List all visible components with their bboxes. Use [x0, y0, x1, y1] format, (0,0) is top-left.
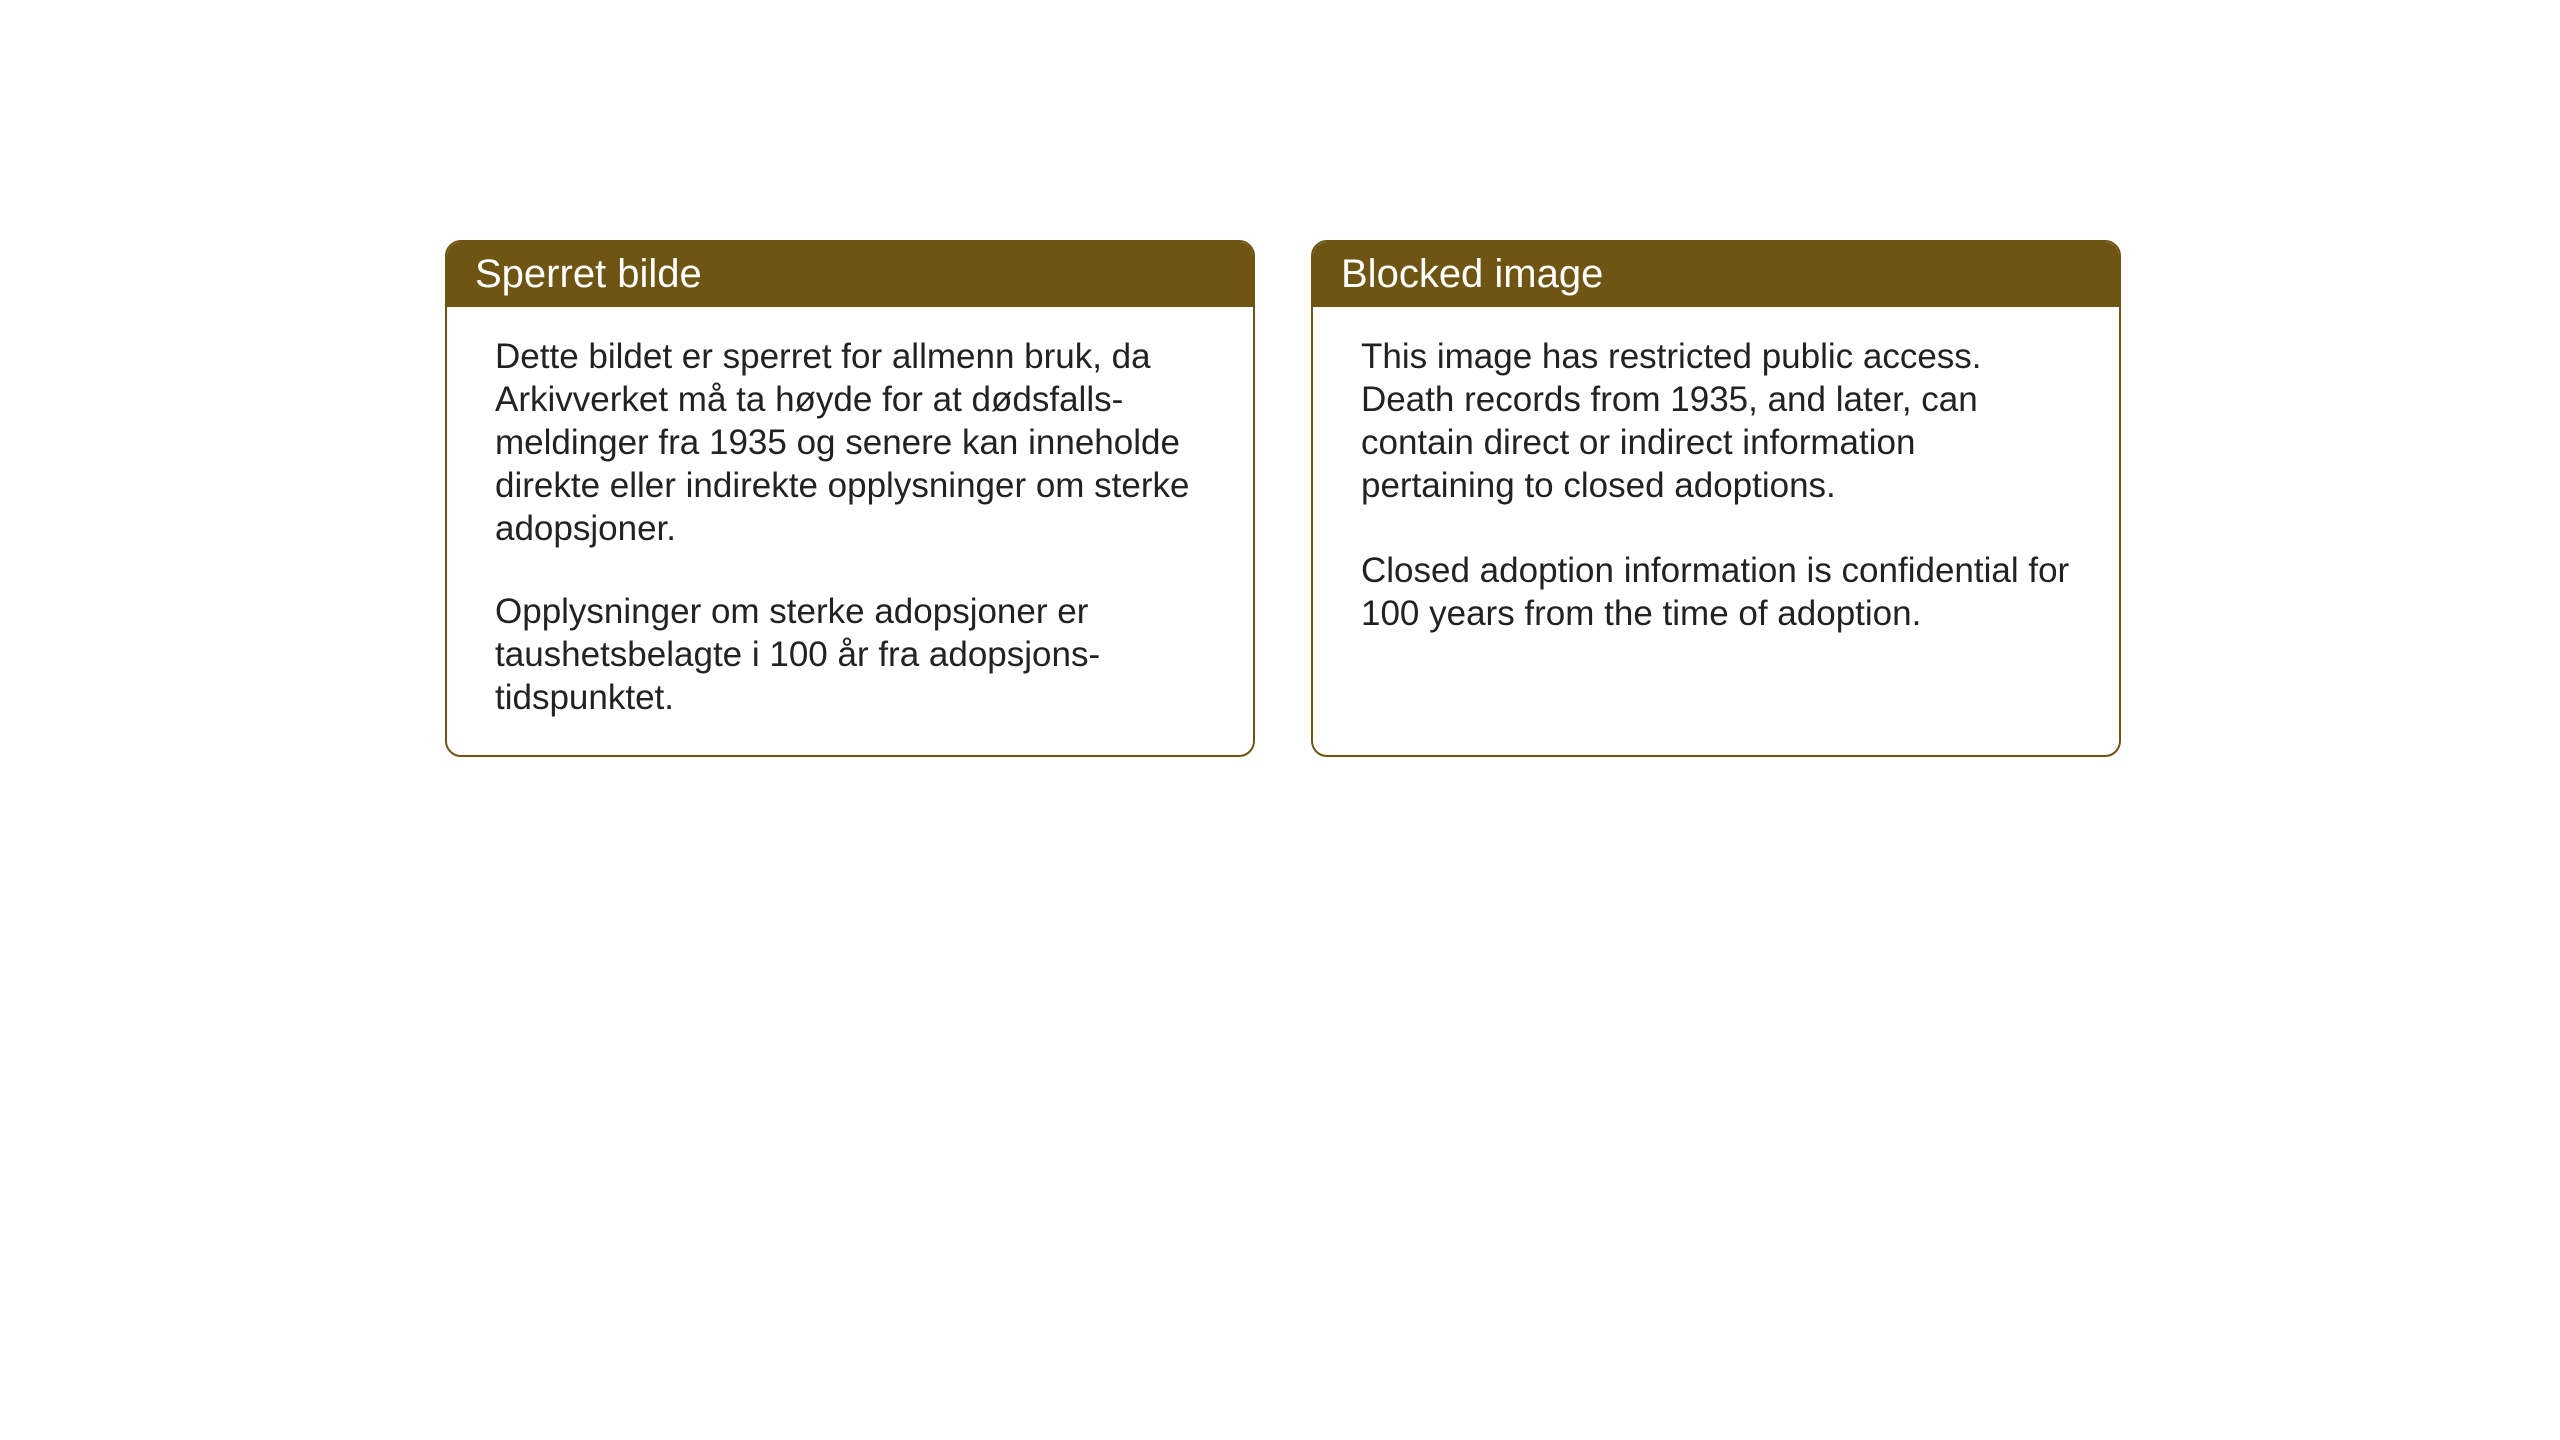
notice-container: Sperret bilde Dette bildet er sperret fo…: [445, 240, 2121, 757]
card-title-en: Blocked image: [1341, 252, 1603, 296]
notice-card-english: Blocked image This image has restricted …: [1311, 240, 2121, 757]
card-paragraph-2-no: Opplysninger om sterke adopsjoner er tau…: [495, 590, 1205, 719]
card-header-no: Sperret bilde: [447, 242, 1253, 307]
card-body-en: This image has restricted public access.…: [1313, 307, 2119, 671]
card-title-no: Sperret bilde: [475, 252, 702, 296]
card-paragraph-1-en: This image has restricted public access.…: [1361, 335, 2071, 507]
card-header-en: Blocked image: [1313, 242, 2119, 307]
card-paragraph-1-no: Dette bildet er sperret for allmenn bruk…: [495, 335, 1205, 550]
card-paragraph-2-en: Closed adoption information is confident…: [1361, 549, 2071, 635]
card-body-no: Dette bildet er sperret for allmenn bruk…: [447, 307, 1253, 755]
notice-card-norwegian: Sperret bilde Dette bildet er sperret fo…: [445, 240, 1255, 757]
